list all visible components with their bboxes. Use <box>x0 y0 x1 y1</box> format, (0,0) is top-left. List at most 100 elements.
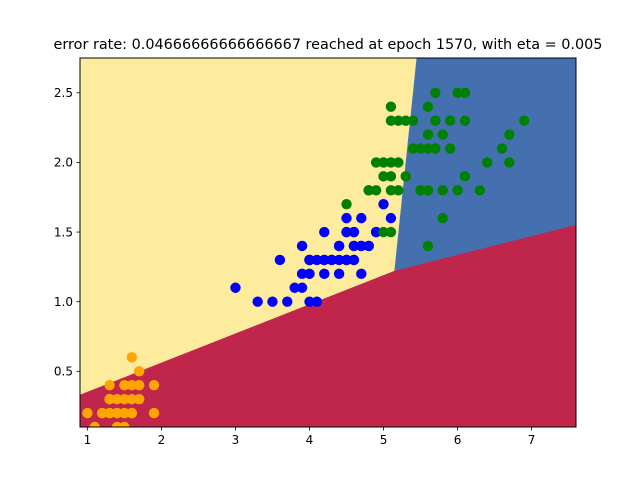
data-point <box>437 129 448 140</box>
data-point <box>393 157 404 168</box>
data-point <box>437 212 448 224</box>
data-point <box>356 268 367 280</box>
data-point <box>126 407 138 419</box>
data-point <box>378 171 389 182</box>
data-point <box>430 87 441 99</box>
data-point <box>119 393 130 405</box>
x-tick-label: 1 <box>84 433 92 447</box>
data-point <box>496 143 508 154</box>
data-point <box>459 115 471 126</box>
data-point <box>289 282 300 293</box>
plot-frame <box>79 57 577 428</box>
x-tick-label: 2 <box>158 433 166 447</box>
y-tick-label: 0.5 <box>54 365 73 379</box>
x-tick-label: 4 <box>306 433 314 447</box>
data-point <box>126 393 138 405</box>
data-point <box>356 240 367 252</box>
data-point <box>104 393 115 405</box>
data-point <box>363 185 374 196</box>
data-point <box>148 407 160 419</box>
data-point <box>422 143 434 154</box>
data-point <box>407 115 419 126</box>
data-point <box>134 393 145 405</box>
data-point <box>97 407 108 419</box>
data-point <box>348 240 360 252</box>
data-point <box>282 296 293 307</box>
data-point <box>267 296 278 307</box>
y-tick-label: 1.0 <box>54 295 73 309</box>
data-point <box>422 240 434 252</box>
data-point <box>370 185 382 196</box>
data-point <box>119 380 130 391</box>
data-point <box>104 380 115 391</box>
data-point <box>504 129 515 140</box>
data-point <box>518 115 530 126</box>
data-point <box>422 101 434 112</box>
data-point <box>407 143 419 154</box>
data-point <box>415 185 426 196</box>
data-point <box>452 185 463 196</box>
data-point <box>400 171 411 182</box>
data-point <box>319 268 330 280</box>
data-point <box>415 143 426 154</box>
data-point <box>400 115 411 126</box>
data-point <box>126 352 138 363</box>
x-tick-label: 6 <box>454 433 462 447</box>
data-point <box>385 115 397 126</box>
data-point <box>348 226 360 238</box>
data-point <box>422 129 434 140</box>
data-point <box>341 212 352 224</box>
data-point <box>385 185 397 196</box>
data-point <box>393 185 404 196</box>
data-point <box>104 407 115 419</box>
data-point <box>370 157 382 168</box>
x-tick-label: 3 <box>232 433 240 447</box>
data-point <box>452 87 463 99</box>
x-axis: 1 2 3 4 5 6 7 <box>84 427 536 447</box>
data-point <box>319 254 330 266</box>
data-point <box>333 240 345 252</box>
decision-region-2 <box>80 224 576 427</box>
data-point <box>296 282 308 293</box>
data-point <box>111 407 123 419</box>
data-point <box>363 240 374 252</box>
data-point <box>474 185 485 196</box>
data-point <box>333 254 345 266</box>
data-point <box>385 101 397 112</box>
data-point <box>444 115 456 126</box>
data-point <box>134 380 145 391</box>
data-point <box>341 226 352 238</box>
data-point <box>385 212 397 224</box>
data-point <box>422 185 434 196</box>
data-point <box>111 421 123 427</box>
data-point <box>393 115 404 126</box>
data-point <box>134 366 145 377</box>
data-point <box>504 157 515 168</box>
data-point <box>348 254 360 266</box>
data-point <box>274 254 286 266</box>
data-point <box>378 199 389 210</box>
data-point <box>378 157 389 168</box>
data-point <box>341 254 352 266</box>
data-point <box>385 171 397 182</box>
data-point <box>230 282 241 293</box>
data-point <box>296 268 308 280</box>
data-point <box>385 226 397 238</box>
data-point <box>430 143 441 154</box>
data-point <box>126 380 138 391</box>
data-point <box>481 157 493 168</box>
data-point <box>437 185 448 196</box>
data-point <box>311 254 323 266</box>
x-tick-label: 7 <box>528 433 536 447</box>
data-point <box>82 407 93 419</box>
data-point <box>119 407 130 419</box>
data-point <box>459 171 471 182</box>
data-point <box>319 226 330 238</box>
data-point <box>378 226 389 238</box>
data-point <box>333 268 345 280</box>
data-point <box>356 212 367 224</box>
data-point <box>304 268 315 280</box>
data-point <box>444 143 456 154</box>
y-tick-label: 1.5 <box>54 225 73 239</box>
